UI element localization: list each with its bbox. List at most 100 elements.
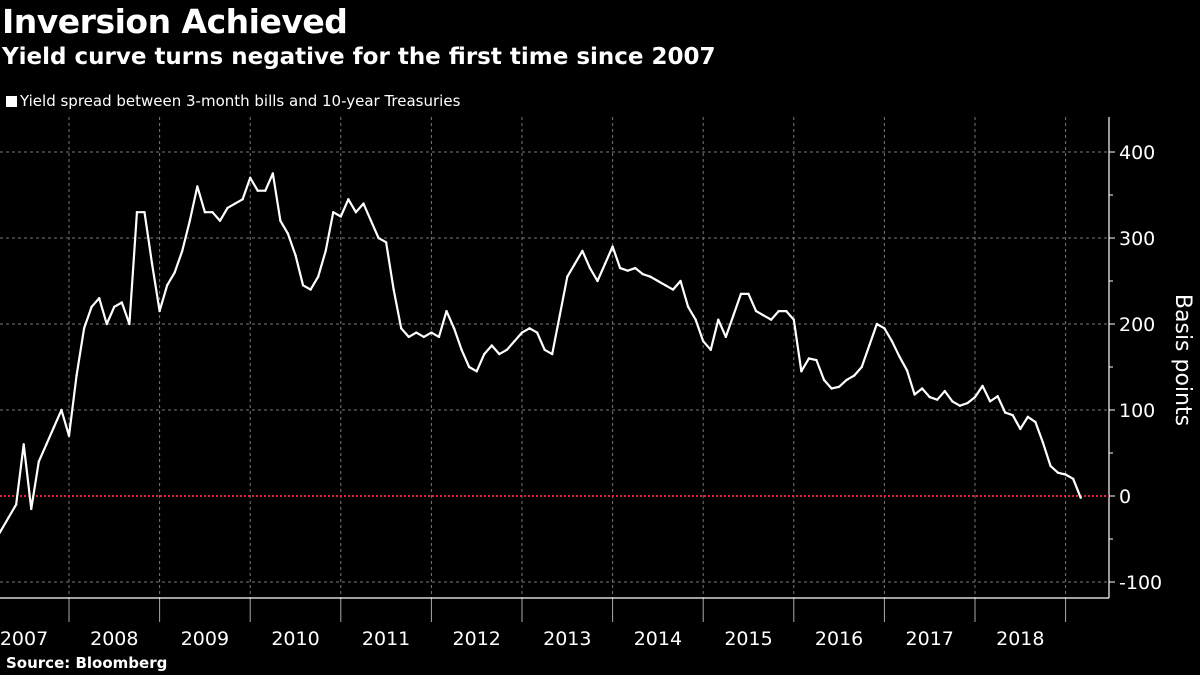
x-tick-label: 2010 [271,628,319,650]
data-point [120,301,124,304]
data-point [769,318,773,321]
data-point [618,266,622,270]
data-point [754,309,758,313]
data-point [996,395,999,398]
data-point [611,245,614,248]
data-point [679,279,682,283]
data-point [558,314,561,317]
data-point [173,271,176,274]
data-point [1079,496,1082,499]
legend-swatch [6,95,17,107]
data-point [52,426,56,429]
data-point [347,198,350,201]
data-point [551,352,554,356]
data-point [407,335,410,339]
data-point [475,370,478,373]
data-point [664,284,667,287]
data-point [498,352,501,356]
data-point [973,395,977,399]
data-point [966,401,969,405]
data-point [188,219,191,222]
data-point [981,384,984,388]
data-point [513,340,516,343]
x-tick-label: 2011 [362,628,410,650]
data-point [883,327,886,330]
x-tick-label: 2007 [0,628,48,650]
data-point [233,202,237,205]
y-tick-label: 300 [1119,228,1155,250]
data-point [1004,411,1007,414]
data-point [875,322,879,326]
data-point [520,331,524,334]
x-tick-label: 2016 [815,628,863,650]
data-point [535,331,539,334]
data-point [505,348,509,351]
data-point [60,408,63,412]
data-point [573,262,577,265]
data-point [1041,441,1045,444]
data-point [211,211,214,214]
data-point [686,305,690,308]
data-point [1026,415,1030,419]
data-point [1049,464,1052,468]
data-point [22,443,25,446]
data-point [128,322,131,326]
data-point [7,516,10,519]
data-point [988,400,992,403]
x-tick-label: 2018 [996,628,1044,650]
data-point [747,292,750,296]
data-point [717,318,720,321]
data-point [105,322,108,326]
data-point [928,395,931,399]
x-tick-label: 2008 [90,628,138,650]
x-tick-label: 2009 [181,628,229,650]
y-tick-label: -100 [1119,572,1162,594]
data-point [324,249,327,253]
data-point [339,215,342,218]
data-point [0,529,3,532]
data-point [452,327,456,330]
data-point [588,266,592,270]
data-point [316,275,320,278]
data-point [226,206,229,210]
data-point [1071,477,1075,480]
data-point [860,365,863,369]
data-point [724,335,728,339]
data-point [384,241,388,244]
data-point [460,348,463,351]
data-point [218,219,222,222]
data-point [286,232,290,235]
data-point [1064,473,1067,476]
data-point [649,275,652,278]
chart-subtitle: Yield curve turns negative for the first… [2,44,716,70]
data-point [936,398,939,401]
y-tick-label: 0 [1119,486,1131,508]
data-point [249,176,252,179]
y-tick-label: 100 [1119,400,1155,422]
data-point [271,172,275,175]
data-point [67,434,71,437]
data-point [203,211,207,214]
data-point [800,370,803,373]
data-point [596,279,599,283]
data-point [792,318,795,321]
data-point [641,272,644,276]
data-point [301,284,305,287]
y-tick-label: 200 [1119,314,1155,336]
x-tick-label: 2017 [906,628,954,650]
data-point [822,378,826,382]
data-point [90,305,93,308]
data-point [30,507,33,511]
data-point [332,211,335,214]
data-point [1011,413,1014,417]
data-point [634,266,637,270]
data-point [807,357,811,360]
data-point [951,400,954,403]
data-point [830,387,833,390]
data-point [920,387,924,390]
data-point [845,378,848,382]
data-point [958,404,962,407]
data-point [14,503,18,506]
data-point [739,292,743,296]
